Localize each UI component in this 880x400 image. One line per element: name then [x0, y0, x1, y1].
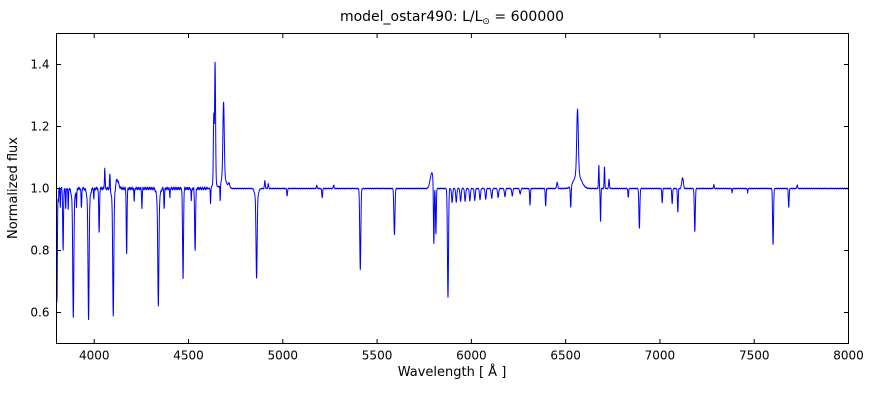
- y-tick-label: 1.4: [30, 58, 49, 72]
- x-tick-label: 4000: [79, 349, 110, 363]
- solar-symbol: ⊙: [482, 17, 490, 27]
- x-tick-label: 5000: [268, 349, 299, 363]
- x-axis-label: Wavelength [ Å ]: [397, 365, 507, 380]
- y-axis-label: Normalized flux: [6, 137, 21, 239]
- spectrum-line: [56, 61, 849, 321]
- y-tick-label: 1.0: [30, 182, 49, 196]
- x-tick-label: 5500: [362, 349, 393, 363]
- plot-title: model_ostar490: L/L⊙ = 600000: [56, 9, 848, 27]
- x-tick-label: 4500: [173, 349, 204, 363]
- y-tick-label: 0.6: [30, 306, 49, 320]
- y-tick-label: 1.2: [30, 120, 49, 134]
- title-suffix: = 600000: [489, 9, 565, 25]
- y-tick-label: 0.8: [30, 244, 49, 258]
- x-tick-label: 8000: [833, 349, 864, 363]
- title-prefix: model_ostar490: L/L: [339, 9, 483, 25]
- x-tick-label: 6500: [550, 349, 581, 363]
- x-tick-label: 7500: [739, 349, 770, 363]
- x-tick-label: 7000: [645, 349, 676, 363]
- x-tick-label: 6000: [456, 349, 487, 363]
